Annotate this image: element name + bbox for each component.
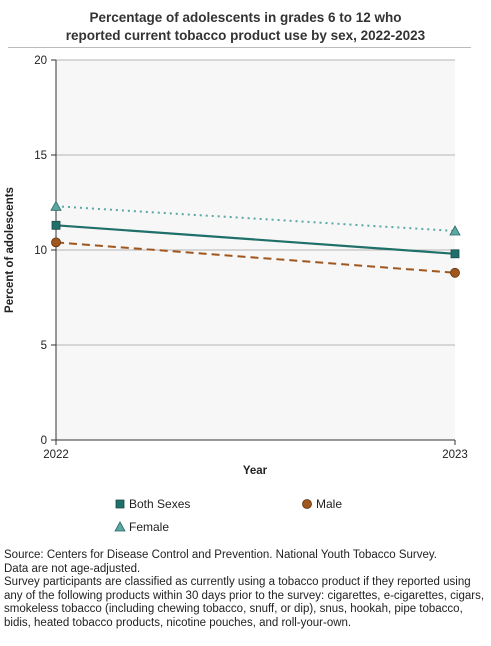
definition-note: Survey participants are classified as cu… (4, 576, 485, 629)
series-lines (50, 200, 461, 278)
data-point-female (50, 200, 62, 211)
legend-label-male: Male (316, 497, 342, 511)
data-point-both-sexes (450, 249, 460, 259)
y-tick-label: 5 (41, 340, 47, 352)
legend-marker-female (114, 521, 126, 532)
series-line-male (55, 241, 456, 274)
y-tick-label: 0 (41, 435, 47, 447)
chart-title-line-2: reported current tobacco product use by … (65, 28, 426, 43)
y-tick-label: 20 (34, 55, 47, 67)
data-point-female (449, 225, 461, 236)
x-tick-label: 2022 (43, 449, 69, 461)
x-axis-title: Year (243, 465, 268, 477)
chart-title-line-1: Percentage of adolescents in grades 6 to… (89, 10, 402, 25)
data-point-both-sexes (51, 220, 61, 230)
legend-marker-both-sexes (115, 499, 125, 509)
source-note: Source: Centers for Disease Control and … (4, 549, 437, 561)
data-point-male (450, 267, 460, 278)
y-tick-label: 15 (34, 150, 47, 162)
y-axis-title: Percent of adolescents (4, 187, 16, 313)
y-tick-label: 10 (34, 245, 47, 257)
series-line-female (55, 205, 456, 232)
x-tick-label: 2023 (442, 449, 468, 461)
data-point-male (51, 237, 61, 248)
legend-marker-male (302, 499, 312, 509)
legend-label-female: Female (129, 520, 169, 534)
legend-label-both-sexes: Both Sexes (129, 497, 190, 511)
axes: 0 5 10 15 20 2022 2023 (34, 55, 468, 461)
title-divider (8, 47, 471, 48)
chart-notes: Source: Centers for Disease Control and … (4, 549, 489, 630)
legend: Both Sexes Male Female (114, 497, 342, 534)
series-line-both-sexes (55, 224, 456, 255)
line-chart: 0 5 10 15 20 2022 2023 Both Sexes Male Female Pe… (4, 55, 468, 534)
chart-title: Percentage of adolescents in grades 6 to… (0, 9, 491, 45)
age-adjustment-note: Data are not age-adjusted. (4, 562, 141, 575)
